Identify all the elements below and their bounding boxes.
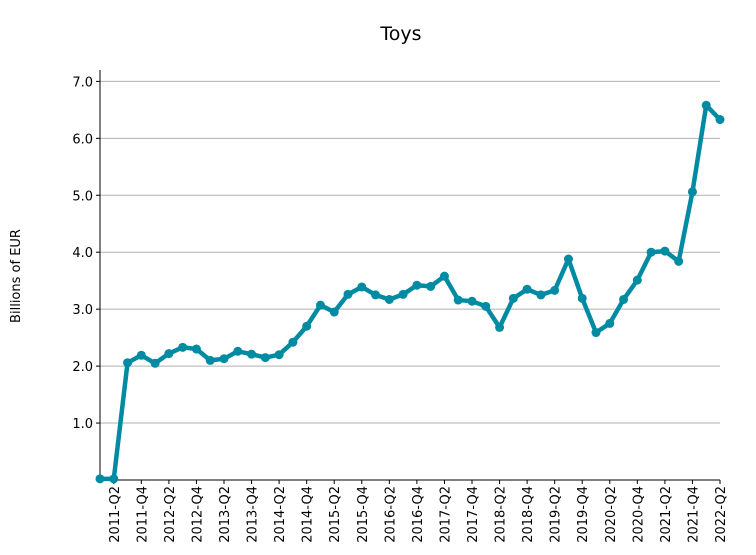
x-tick-label: 2014-Q2 [273, 486, 288, 543]
point [247, 349, 257, 359]
point [674, 256, 684, 266]
point [329, 307, 339, 317]
point [205, 355, 215, 365]
point [233, 346, 243, 356]
point [701, 100, 711, 110]
point [191, 344, 201, 354]
x-tick-label: 2013-Q4 [246, 486, 261, 543]
point [577, 293, 587, 303]
point [315, 300, 325, 310]
x-tick-label: 2015-Q2 [328, 486, 343, 543]
y-tick-label: 1.0 [72, 417, 93, 432]
point [591, 328, 601, 338]
x-tick-label: 2017-Q4 [466, 486, 481, 543]
point [536, 290, 546, 300]
x-tick-label: 2011-Q4 [135, 486, 150, 543]
x-tick-label: 2021-Q4 [686, 486, 701, 543]
point [495, 322, 505, 332]
point [687, 187, 697, 197]
point [219, 354, 229, 364]
y-axis-label: Billions of EUR [9, 229, 24, 323]
line [100, 103, 722, 482]
x-tick-label: 2022-Q2 [714, 486, 729, 543]
y-tick-label: 3.0 [72, 303, 93, 318]
point [522, 284, 532, 294]
point [563, 254, 573, 264]
x-tick-label: 2016-Q2 [383, 486, 398, 543]
x-tick-label: 2013-Q2 [218, 486, 233, 543]
point [481, 301, 491, 311]
point [508, 293, 518, 303]
point [178, 342, 188, 352]
point [274, 350, 284, 360]
point [426, 281, 436, 291]
point [439, 271, 449, 281]
point [384, 294, 394, 304]
point [150, 358, 160, 368]
x-tick-label: 2012-Q4 [190, 486, 205, 543]
point [109, 474, 119, 484]
y-tick-label: 6.0 [72, 132, 93, 147]
x-tick-label: 2020-Q2 [604, 486, 619, 543]
y-tick-label: 7.0 [72, 75, 93, 90]
point [412, 280, 422, 290]
point [357, 282, 367, 292]
point [123, 358, 133, 368]
y-tick-label: 4.0 [72, 246, 93, 261]
x-tick-label: 2016-Q4 [411, 486, 426, 543]
x-tick-label: 2019-Q2 [549, 486, 564, 543]
point [302, 321, 312, 331]
x-tick-label: 2014-Q4 [301, 486, 316, 543]
x-tick-label: 2018-Q2 [494, 486, 509, 543]
point [288, 337, 298, 347]
x-tick-label: 2012-Q2 [163, 486, 178, 543]
x-tick-label: 2017-Q2 [438, 486, 453, 543]
point [660, 246, 670, 256]
chart-title: Toys [379, 23, 421, 45]
y-tick-label: 2.0 [72, 360, 93, 375]
x-tick-label: 2019-Q4 [576, 486, 591, 543]
point [632, 275, 642, 285]
point [164, 349, 174, 359]
x-tick-label: 2015-Q4 [356, 486, 371, 543]
point [550, 285, 560, 295]
point [398, 289, 408, 299]
x-tick-label: 2021-Q2 [659, 486, 674, 543]
point [619, 294, 629, 304]
point [646, 247, 656, 257]
point [371, 290, 381, 300]
x-tick-label: 2018-Q4 [521, 486, 536, 543]
point [136, 350, 146, 360]
point [343, 289, 353, 299]
point [467, 296, 477, 306]
x-tick-label: 2020-Q4 [631, 486, 646, 543]
point [453, 295, 463, 305]
point [95, 474, 105, 484]
point [260, 353, 270, 363]
x-tick-label: 2011-Q2 [108, 486, 123, 543]
y-tick-label: 5.0 [72, 189, 93, 204]
point [715, 115, 725, 125]
point [605, 318, 615, 328]
